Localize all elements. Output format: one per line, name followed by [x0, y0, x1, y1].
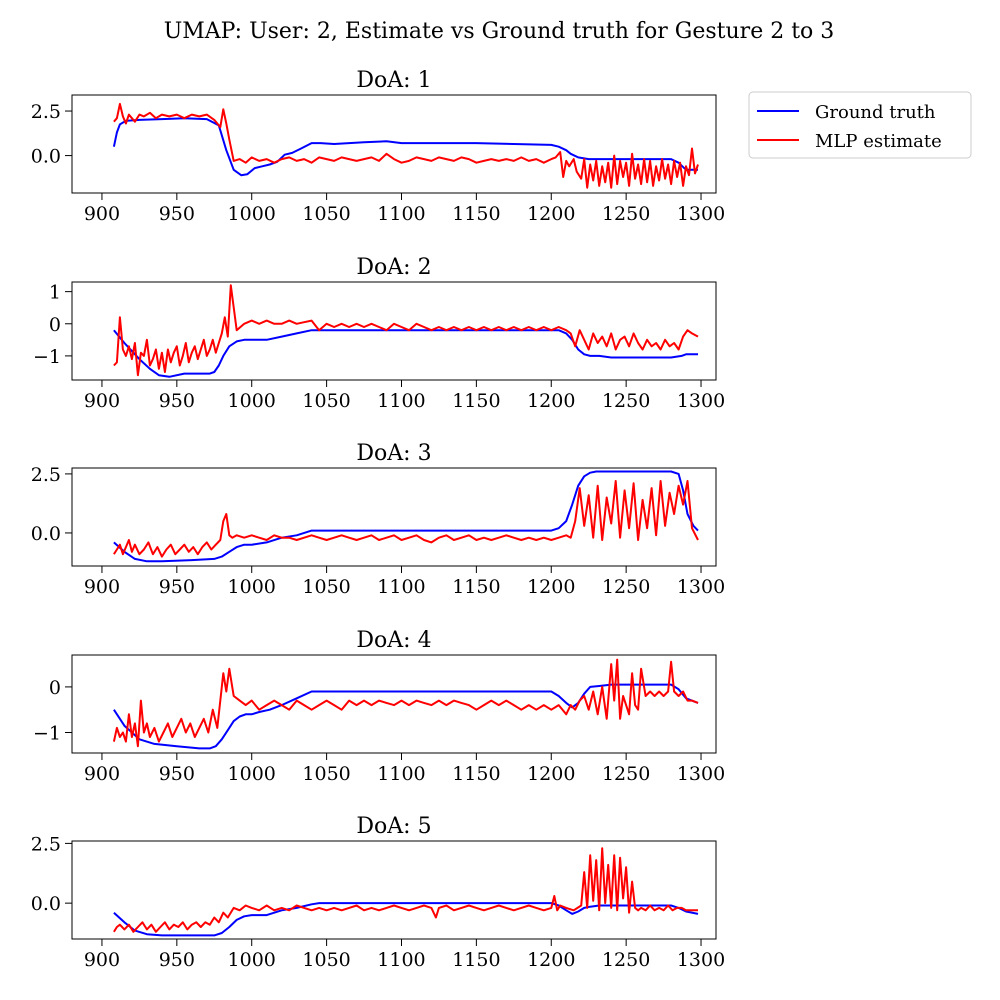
x-tick-label: 900 — [84, 763, 120, 785]
x-tick-label: 1150 — [452, 203, 500, 225]
series-line-ground-truth — [112, 117, 698, 177]
x-tick-label: 900 — [84, 203, 120, 225]
x-tick-label: 1050 — [302, 390, 350, 412]
series-line-mlp-estimate — [112, 658, 699, 748]
series-line-ground-truth — [113, 683, 699, 750]
subplot-title: DoA: 5 — [356, 814, 431, 839]
subplot-title: DoA: 3 — [356, 441, 431, 466]
series-line-ground-truth — [113, 470, 699, 563]
axes-frame — [71, 94, 717, 194]
x-tick-label: 1250 — [602, 576, 650, 598]
x-tick-label: 1150 — [452, 949, 500, 971]
y-tick-label: 0.0 — [31, 146, 61, 168]
subplot-doa-5: DoA: 5 900 950 1000 1050 1100 1150 1200 1250 1300… — [31, 814, 725, 971]
x-tick-label: 1000 — [228, 763, 276, 785]
x-tick-label: 1200 — [527, 949, 575, 971]
series-line-mlp-estimate — [113, 102, 699, 189]
series-line-mlp-estimate — [113, 284, 699, 377]
plot-area — [112, 658, 699, 750]
x-tick-label: 1100 — [377, 390, 425, 412]
y-tick-label: 0 — [49, 314, 61, 336]
legend: Ground truth MLP estimate — [748, 91, 972, 159]
subplots: DoA: 1 900 950 1000 1050 1100 1150 1200 1250 1300… — [31, 68, 725, 971]
y-tick-label: 0 — [49, 677, 61, 699]
legend-label-mlp-estimate: MLP estimate — [815, 131, 942, 152]
y-tick-label: 2.5 — [31, 101, 61, 123]
plot-area — [113, 847, 699, 937]
y-tick-label: 2.5 — [31, 833, 61, 855]
plot-area — [113, 470, 699, 563]
series-line-mlp-estimate — [113, 480, 699, 558]
x-tick-label: 1250 — [602, 390, 650, 412]
x-tick-label: 1150 — [452, 576, 500, 598]
subplot-title: DoA: 2 — [356, 255, 431, 280]
x-tick-label: 1300 — [677, 390, 725, 412]
subplot-doa-2: DoA: 2 900 950 1000 1050 1100 1150 1200 1250 1300… — [33, 255, 725, 412]
axes-frame — [71, 654, 717, 754]
series-line-ground-truth — [113, 329, 698, 378]
x-tick-label: 1050 — [302, 576, 350, 598]
y-tick-label: 2.5 — [31, 464, 61, 486]
x-tick-label: 1200 — [527, 390, 575, 412]
subplot-title: DoA: 1 — [356, 68, 431, 93]
x-tick-label: 1200 — [527, 203, 575, 225]
subplot-title: DoA: 4 — [356, 628, 431, 653]
x-tick-label: 900 — [84, 390, 120, 412]
y-tick-label: 0.0 — [31, 523, 61, 545]
x-tick-label: 1200 — [527, 576, 575, 598]
y-tick-label: 0.0 — [31, 893, 61, 915]
x-tick-label: 950 — [159, 576, 195, 598]
x-tick-label: 1050 — [302, 203, 350, 225]
x-tick-label: 1000 — [228, 390, 276, 412]
legend-label-ground-truth: Ground truth — [815, 102, 936, 123]
x-tick-label: 950 — [159, 390, 195, 412]
x-tick-label: 1100 — [377, 949, 425, 971]
y-tick-label: −1 — [33, 722, 61, 744]
x-tick-label: 900 — [84, 576, 120, 598]
y-tick-label: 1 — [49, 282, 61, 304]
x-tick-label: 1300 — [677, 949, 725, 971]
x-tick-label: 950 — [159, 949, 195, 971]
x-tick-label: 1150 — [452, 763, 500, 785]
x-tick-label: 1100 — [377, 203, 425, 225]
x-tick-label: 1200 — [527, 763, 575, 785]
axes-frame — [71, 281, 717, 381]
x-tick-label: 1300 — [677, 763, 725, 785]
series-line-ground-truth — [113, 902, 699, 937]
x-tick-label: 1100 — [377, 576, 425, 598]
x-tick-label: 1100 — [377, 763, 425, 785]
x-tick-label: 1050 — [302, 763, 350, 785]
plot-area — [113, 284, 699, 378]
x-tick-label: 1250 — [602, 949, 650, 971]
subplot-doa-3: DoA: 3 900 950 1000 1050 1100 1150 1200 1250 1300… — [31, 441, 725, 598]
figure-title: UMAP: User: 2, Estimate vs Ground truth … — [164, 19, 835, 44]
x-tick-label: 1250 — [602, 203, 650, 225]
y-tick-label: −1 — [33, 346, 61, 368]
x-tick-label: 1000 — [228, 949, 276, 971]
x-tick-label: 1050 — [302, 949, 350, 971]
x-tick-label: 950 — [159, 763, 195, 785]
plot-area — [112, 102, 699, 189]
x-tick-label: 950 — [159, 203, 195, 225]
x-tick-label: 1250 — [602, 763, 650, 785]
x-tick-label: 1000 — [228, 203, 276, 225]
x-tick-label: 1300 — [677, 203, 725, 225]
x-tick-label: 900 — [84, 949, 120, 971]
axes-frame — [71, 467, 717, 567]
subplot-doa-1: DoA: 1 900 950 1000 1050 1100 1150 1200 1250 1300… — [31, 68, 725, 225]
axes-frame — [71, 840, 717, 940]
legend-frame — [748, 91, 972, 159]
x-tick-label: 1000 — [228, 576, 276, 598]
subplot-doa-4: DoA: 4 900 950 1000 1050 1100 1150 1200 1250 1300… — [33, 628, 725, 785]
series-line-mlp-estimate — [113, 847, 698, 933]
x-tick-label: 1300 — [677, 576, 725, 598]
x-tick-label: 1150 — [452, 390, 500, 412]
